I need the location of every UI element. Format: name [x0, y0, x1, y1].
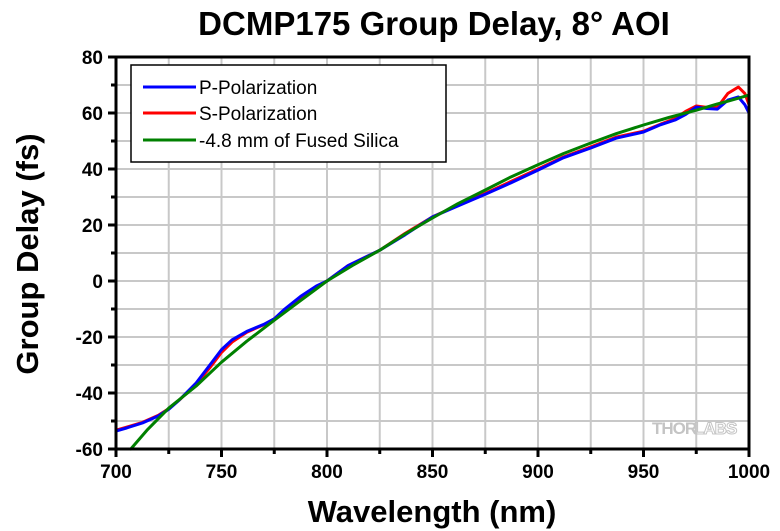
x-tick-label: 700 [100, 462, 132, 483]
x-tick-label: 1000 [728, 462, 770, 483]
axis-ticks [108, 55, 751, 457]
y-tick-label: 80 [82, 48, 103, 69]
y-tick-label: 20 [82, 216, 103, 237]
y-axis-label: Group Delay (fs) [10, 133, 45, 374]
x-tick-label: 950 [628, 462, 660, 483]
y-tick-label: 60 [82, 104, 103, 125]
x-tick-label: 750 [206, 462, 238, 483]
x-axis-label: Wavelength (nm) [308, 494, 557, 529]
y-tick-label: -20 [76, 328, 103, 349]
legend-label: S-Polarization [199, 104, 317, 125]
x-tick-label: 900 [522, 462, 554, 483]
y-tick-label: 0 [92, 272, 103, 293]
y-tick-labels: 80 60 40 20 0 -20 -40 -60 [76, 48, 103, 461]
watermark-labs: LABS [694, 419, 737, 438]
x-tick-label: 800 [311, 462, 343, 483]
x-tick-label: 850 [417, 462, 449, 483]
legend-label: -4.8 mm of Fused Silica [199, 131, 399, 152]
x-tick-labels: 700 750 800 850 900 950 1000 [100, 462, 770, 483]
legend: P-Polarization S-Polarization -4.8 mm of F… [130, 64, 447, 163]
y-tick-label: 40 [82, 160, 103, 181]
legend-item: S-Polarization [143, 104, 317, 125]
legend-item: -4.8 mm of Fused Silica [143, 131, 399, 152]
legend-item: P-Polarization [143, 78, 317, 99]
series-layer [114, 85, 751, 451]
watermark-thor: THOR [652, 419, 697, 438]
y-tick-label: -40 [76, 384, 103, 405]
legend-label: P-Polarization [199, 78, 317, 99]
y-tick-label: -60 [76, 440, 103, 461]
chart-title: DCMP175 Group Delay, 8° AOI [198, 5, 670, 42]
thorlabs-watermark: THOR LABS [652, 419, 738, 439]
series-line-4-8-mm-of-fused-silica [129, 93, 751, 451]
